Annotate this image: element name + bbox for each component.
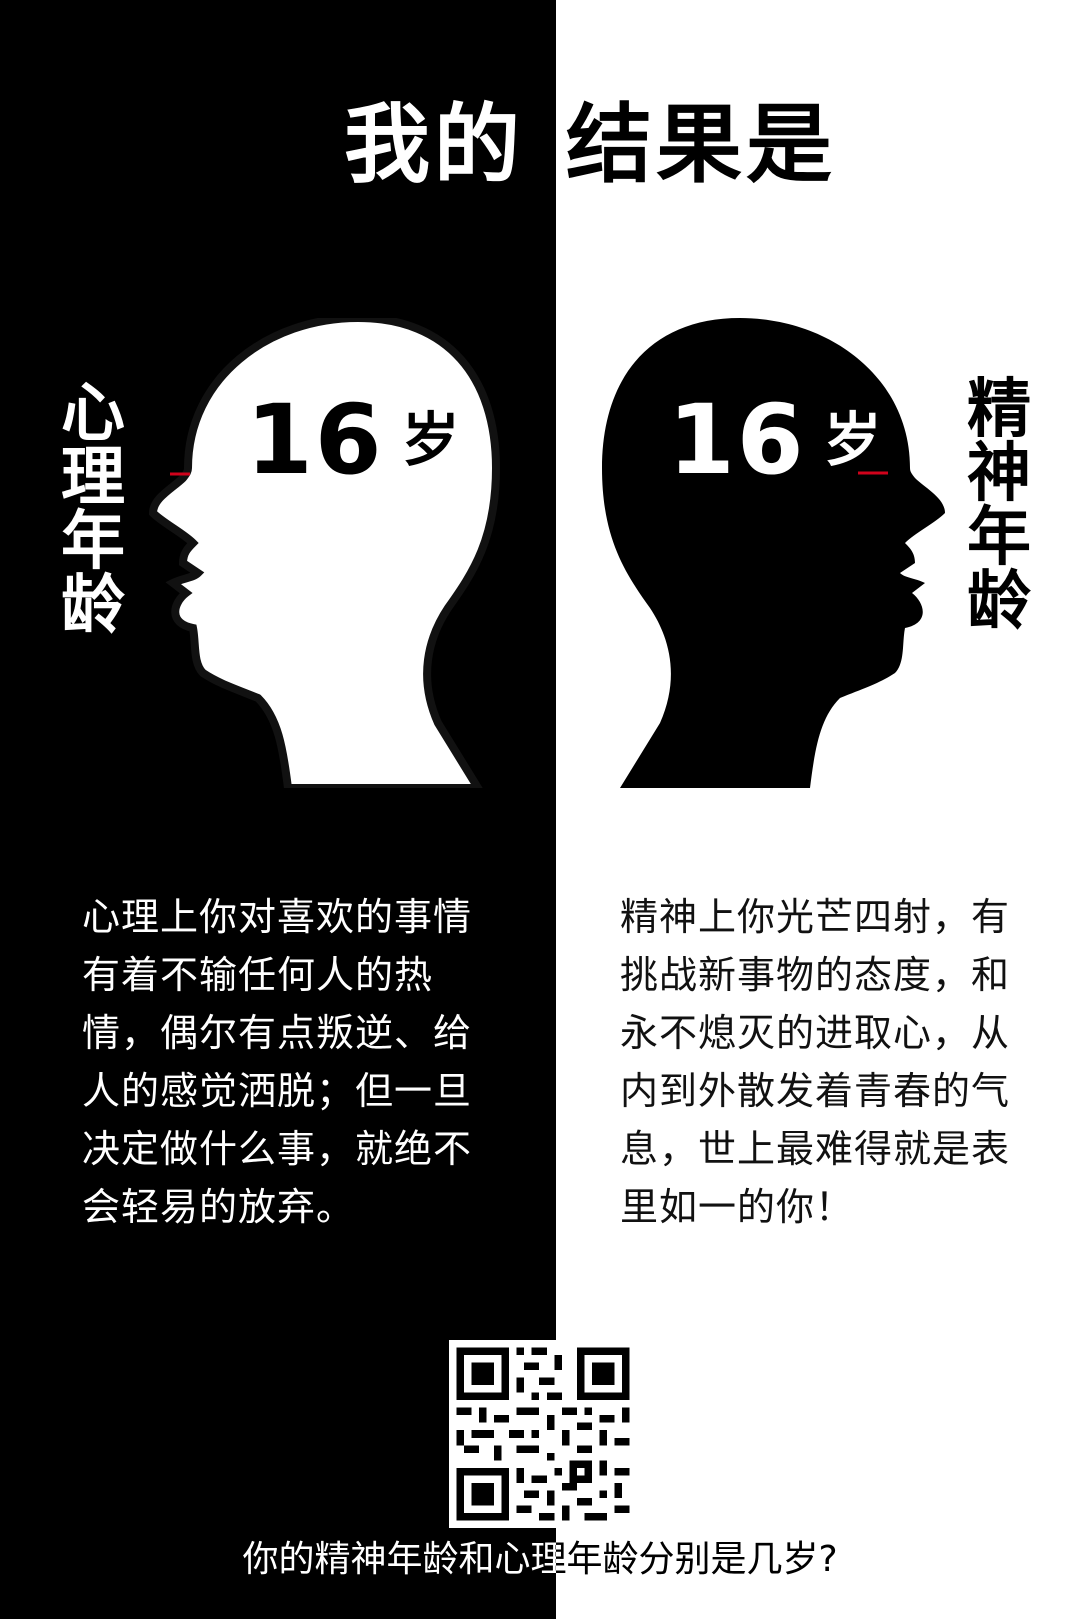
right-age-unit: 岁 [823, 406, 882, 474]
left-vertical-label: 心理年龄 [61, 377, 125, 643]
right-head-icon [590, 318, 950, 788]
left-age-unit: 岁 [401, 406, 460, 474]
left-head-icon [148, 318, 508, 788]
left-age-number: 16 [246, 384, 384, 496]
right-panel-background [556, 0, 1080, 1619]
right-vertical-label: 精神年龄 [967, 373, 1031, 639]
title-right-part: 结果是 [566, 95, 836, 195]
page-title: 我的 结果是 [0, 100, 1080, 190]
right-description: 精神上你光芒四射，有挑战新事物的态度，和永不熄灭的进取心，从内到外散发着青春的气… [620, 895, 1011, 1229]
left-age: 16 岁 [246, 390, 460, 490]
right-age-number: 16 [668, 384, 806, 496]
title-left-part: 我的 [344, 95, 524, 195]
left-description: 心理上你对喜欢的事情有着不输任何人的热情，偶尔有点叛逆、给人的感觉洒脱；但一旦决… [82, 895, 473, 1229]
right-age: 16 岁 [668, 390, 882, 490]
qr-code-icon[interactable] [449, 1340, 637, 1528]
footer-question: 你的精神年龄和心理年龄分别是几岁? [242, 1539, 838, 1580]
